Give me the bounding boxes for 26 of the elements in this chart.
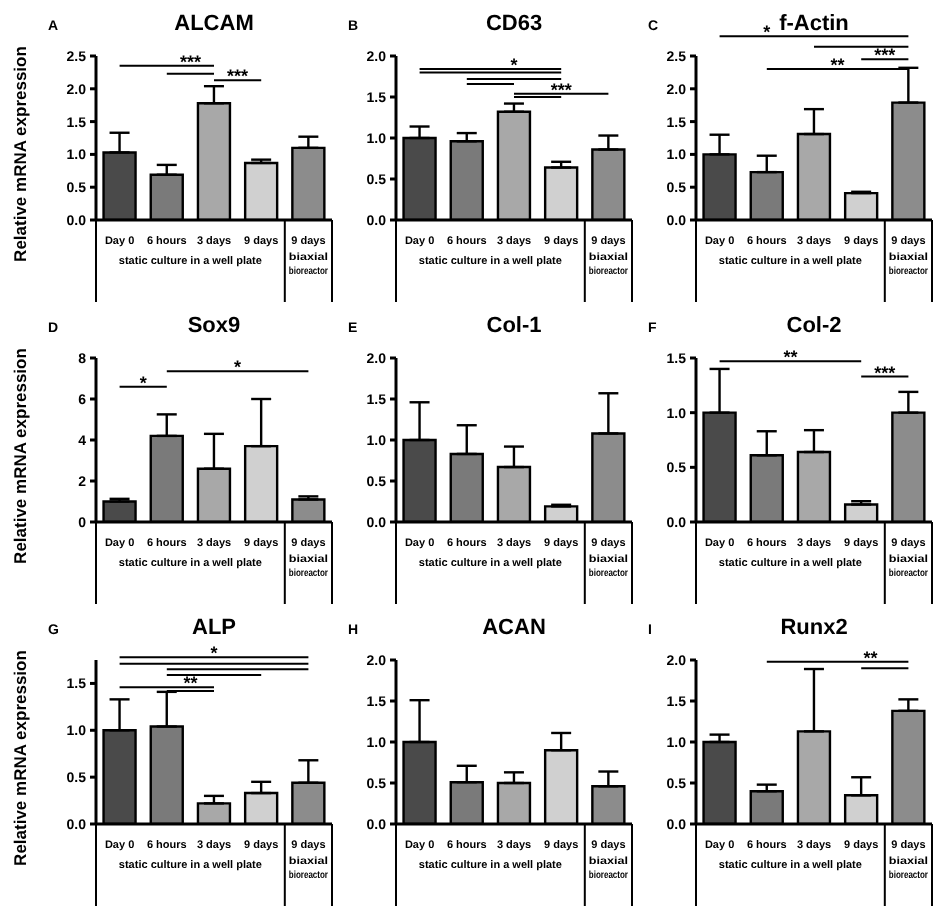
y-axis-title: Relative mRNA expression — [10, 46, 30, 262]
chart-title: Runx2 — [780, 616, 848, 640]
y-axis-title: Relative mRNA expression — [10, 650, 30, 866]
chart-title: CD63 — [485, 12, 543, 36]
annotation: ** — [830, 55, 846, 76]
annotation: * — [210, 643, 219, 664]
annotation: * — [139, 372, 148, 393]
annotation: ** — [183, 673, 199, 694]
annotation: *** — [874, 362, 897, 383]
annotation: *** — [227, 66, 250, 87]
annotation: *** — [550, 79, 573, 100]
annotation: ** — [863, 647, 879, 668]
annotation: *** — [179, 51, 202, 72]
annotation: * — [234, 357, 243, 378]
chart-title: ACAN — [482, 616, 546, 640]
chart-title: ALCAM — [174, 12, 254, 36]
annotation: ** — [783, 347, 799, 368]
annotation: *** — [874, 45, 897, 66]
annotation: * — [510, 55, 519, 76]
chart-title: f-Actin — [779, 12, 850, 36]
text: * — [763, 22, 772, 43]
chart-title: ALP — [192, 616, 236, 640]
chart-title: Col-2 — [786, 314, 842, 338]
chart-title: Col-1 — [486, 314, 542, 338]
chart-title: Sox9 — [187, 314, 241, 338]
y-axis-title: Relative mRNA expression — [10, 348, 30, 564]
